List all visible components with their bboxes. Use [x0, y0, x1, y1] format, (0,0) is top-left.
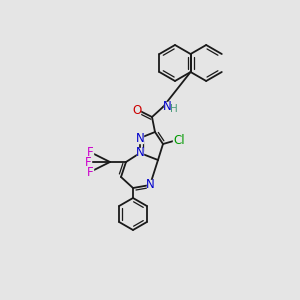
Bar: [164, 102, 170, 112]
Bar: [173, 135, 185, 145]
Text: H: H: [170, 104, 178, 114]
Bar: [137, 148, 143, 158]
Text: F: F: [87, 146, 93, 158]
Text: Cl: Cl: [173, 134, 185, 146]
Text: N: N: [163, 100, 171, 113]
Text: F: F: [87, 166, 93, 178]
Text: F: F: [85, 155, 91, 169]
Text: O: O: [132, 104, 142, 118]
Bar: [171, 104, 177, 114]
Text: N: N: [146, 178, 154, 191]
Bar: [147, 180, 153, 190]
Bar: [134, 106, 140, 116]
Bar: [87, 147, 93, 157]
Text: N: N: [136, 146, 144, 160]
Text: N: N: [136, 131, 144, 145]
Bar: [137, 133, 143, 143]
Bar: [87, 167, 93, 177]
Bar: [85, 157, 91, 167]
